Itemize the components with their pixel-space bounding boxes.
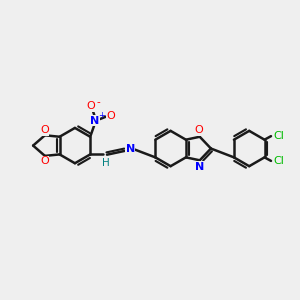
Text: N: N — [194, 162, 204, 172]
Text: O: O — [40, 156, 49, 166]
Text: +: + — [98, 111, 104, 120]
Text: N: N — [126, 144, 135, 154]
Text: N: N — [90, 116, 99, 126]
Text: O: O — [106, 111, 115, 121]
Text: H: H — [102, 158, 110, 168]
Text: -: - — [96, 97, 100, 107]
Text: O: O — [40, 125, 49, 135]
Text: Cl: Cl — [274, 156, 285, 166]
Text: O: O — [87, 101, 95, 111]
Text: O: O — [195, 125, 203, 135]
Text: Cl: Cl — [274, 131, 285, 141]
